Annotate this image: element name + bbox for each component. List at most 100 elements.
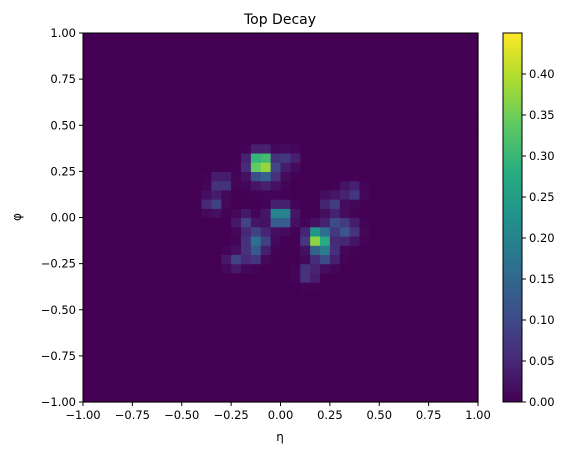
heatmap-cell bbox=[113, 162, 123, 172]
heatmap-cell bbox=[468, 125, 478, 135]
heatmap-cell bbox=[300, 347, 310, 357]
heatmap-cell bbox=[369, 162, 379, 172]
heatmap-cell bbox=[251, 107, 261, 117]
heatmap-cell bbox=[221, 116, 231, 126]
heatmap-cell bbox=[152, 190, 162, 200]
heatmap-cell bbox=[211, 236, 221, 246]
heatmap-cell bbox=[379, 116, 389, 126]
heatmap-cell bbox=[192, 61, 202, 71]
heatmap-cell bbox=[330, 264, 340, 274]
heatmap-cell bbox=[409, 291, 419, 301]
heatmap-cell bbox=[448, 88, 458, 98]
heatmap-cell bbox=[379, 51, 389, 61]
heatmap-cell bbox=[202, 328, 212, 338]
heatmap-cell bbox=[93, 227, 103, 237]
heatmap-cell bbox=[142, 347, 152, 357]
y-tick-label: −0.75 bbox=[41, 349, 76, 363]
heatmap-cell bbox=[340, 162, 350, 172]
heatmap-cell bbox=[300, 153, 310, 163]
heatmap-cell bbox=[350, 374, 360, 384]
heatmap-cell bbox=[300, 98, 310, 108]
heatmap-cell bbox=[409, 356, 419, 366]
heatmap-cell bbox=[320, 162, 330, 172]
heatmap-cell bbox=[399, 264, 409, 274]
heatmap-cells bbox=[83, 33, 479, 403]
heatmap-cell bbox=[211, 337, 221, 347]
heatmap-cell bbox=[429, 134, 439, 144]
heatmap-cell bbox=[409, 301, 419, 311]
heatmap-cell bbox=[103, 190, 113, 200]
heatmap-cell bbox=[152, 42, 162, 52]
heatmap-cell bbox=[448, 218, 458, 228]
heatmap-cell bbox=[419, 51, 429, 61]
heatmap-cell bbox=[202, 42, 212, 52]
heatmap-cell bbox=[399, 98, 409, 108]
heatmap-cell bbox=[251, 282, 261, 292]
heatmap-cell bbox=[231, 181, 241, 191]
heatmap-cell bbox=[251, 153, 261, 163]
heatmap-cell bbox=[458, 291, 468, 301]
heatmap-cell bbox=[132, 70, 142, 80]
heatmap-cell bbox=[152, 144, 162, 154]
heatmap-cell bbox=[389, 218, 399, 228]
heatmap-cell bbox=[271, 61, 281, 71]
heatmap-cell bbox=[182, 374, 192, 384]
heatmap-cell bbox=[211, 181, 221, 191]
heatmap-cell bbox=[123, 319, 133, 329]
heatmap-cell bbox=[448, 393, 458, 403]
heatmap-cell bbox=[379, 319, 389, 329]
heatmap-cell bbox=[113, 245, 123, 255]
heatmap-cell bbox=[251, 70, 261, 80]
heatmap-cell bbox=[458, 42, 468, 52]
heatmap-cell bbox=[241, 393, 251, 403]
heatmap-cell bbox=[350, 171, 360, 181]
heatmap-cell bbox=[93, 125, 103, 135]
heatmap-cell bbox=[113, 319, 123, 329]
heatmap-cell bbox=[389, 319, 399, 329]
heatmap-cell bbox=[429, 42, 439, 52]
heatmap-cell bbox=[399, 365, 409, 375]
heatmap-cell bbox=[448, 384, 458, 394]
x-tick-label: −0.50 bbox=[164, 408, 199, 422]
heatmap-cell bbox=[93, 356, 103, 366]
heatmap-cell bbox=[320, 218, 330, 228]
heatmap-cell bbox=[251, 254, 261, 264]
heatmap-cell bbox=[429, 116, 439, 126]
heatmap-cell bbox=[202, 116, 212, 126]
heatmap-cell bbox=[103, 291, 113, 301]
heatmap-cell bbox=[152, 384, 162, 394]
heatmap-cell bbox=[202, 273, 212, 283]
x-tick-label: −0.25 bbox=[214, 408, 249, 422]
heatmap-cell bbox=[360, 181, 370, 191]
heatmap-cell bbox=[103, 98, 113, 108]
heatmap-cell bbox=[221, 107, 231, 117]
heatmap-cell bbox=[320, 51, 330, 61]
heatmap-cell bbox=[379, 190, 389, 200]
heatmap-cell bbox=[221, 310, 231, 320]
heatmap-cell bbox=[310, 218, 320, 228]
heatmap-cell bbox=[360, 393, 370, 403]
heatmap-cell bbox=[211, 134, 221, 144]
heatmap-cell bbox=[429, 328, 439, 338]
heatmap-cell bbox=[389, 162, 399, 172]
heatmap-cell bbox=[468, 393, 478, 403]
heatmap-cell bbox=[419, 254, 429, 264]
heatmap-cell bbox=[132, 264, 142, 274]
heatmap-cell bbox=[458, 218, 468, 228]
heatmap-cell bbox=[93, 107, 103, 117]
heatmap-cell bbox=[340, 384, 350, 394]
heatmap-cell bbox=[330, 88, 340, 98]
heatmap-cell bbox=[202, 301, 212, 311]
heatmap-cell bbox=[439, 393, 449, 403]
heatmap-cell bbox=[330, 282, 340, 292]
heatmap-cell bbox=[369, 273, 379, 283]
heatmap-cell bbox=[300, 236, 310, 246]
heatmap-cell bbox=[182, 125, 192, 135]
heatmap-cell bbox=[152, 70, 162, 80]
heatmap-cell bbox=[310, 245, 320, 255]
heatmap-cell bbox=[468, 98, 478, 108]
heatmap-cell bbox=[211, 365, 221, 375]
heatmap-cell bbox=[241, 227, 251, 237]
heatmap-cell bbox=[330, 236, 340, 246]
heatmap-cell bbox=[419, 171, 429, 181]
